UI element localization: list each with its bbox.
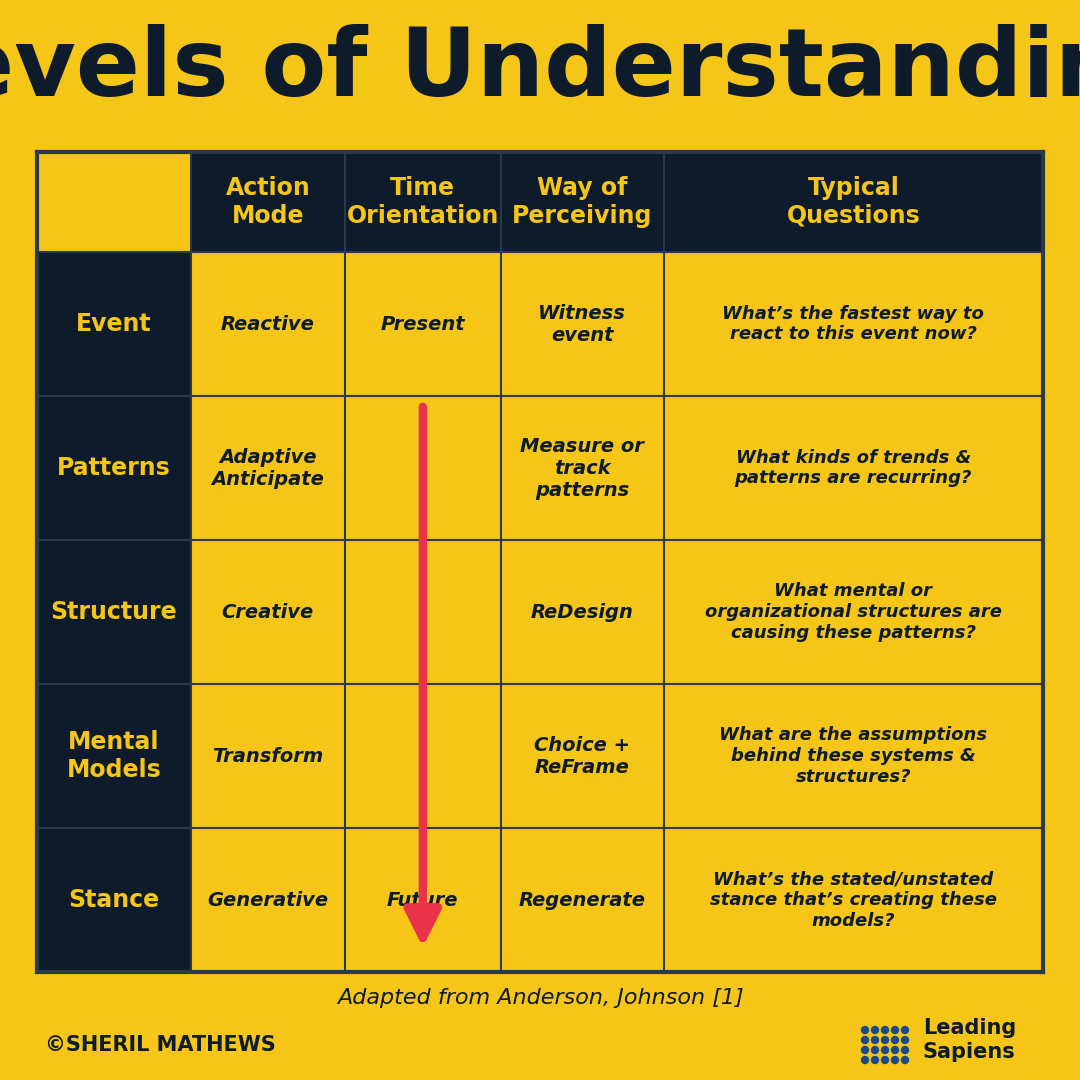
Bar <box>191 396 345 540</box>
Circle shape <box>891 1037 899 1043</box>
Circle shape <box>891 1056 899 1064</box>
Text: Mental
Models: Mental Models <box>67 730 161 782</box>
Bar <box>345 252 501 396</box>
Circle shape <box>902 1056 908 1064</box>
Bar <box>501 540 664 684</box>
Bar <box>501 396 664 540</box>
Text: Creative: Creative <box>221 603 314 621</box>
Bar <box>37 152 191 252</box>
Circle shape <box>881 1056 889 1064</box>
Text: Way of
Perceiving: Way of Perceiving <box>512 176 652 228</box>
Bar <box>191 684 345 828</box>
Text: Adapted from Anderson, Johnson [1]: Adapted from Anderson, Johnson [1] <box>337 988 743 1008</box>
Bar <box>345 540 501 684</box>
Text: Action
Mode: Action Mode <box>226 176 310 228</box>
Text: ReDesign: ReDesign <box>530 603 634 621</box>
Text: Future: Future <box>387 891 459 909</box>
Text: Choice +
ReFrame: Choice + ReFrame <box>535 735 631 777</box>
Text: Typical
Questions: Typical Questions <box>786 176 920 228</box>
Bar <box>664 684 1043 828</box>
Text: Present: Present <box>380 314 465 334</box>
Bar <box>345 684 501 828</box>
Text: Adaptive
Anticipate: Adaptive Anticipate <box>212 447 324 488</box>
Circle shape <box>902 1026 908 1034</box>
Circle shape <box>862 1047 868 1053</box>
Circle shape <box>862 1026 868 1034</box>
Bar <box>664 252 1043 396</box>
Bar <box>501 252 664 396</box>
Text: Time
Orientation: Time Orientation <box>347 176 499 228</box>
Text: Regenerate: Regenerate <box>518 891 646 909</box>
Circle shape <box>872 1056 878 1064</box>
Bar <box>191 828 345 972</box>
Text: Stance: Stance <box>68 888 160 912</box>
Text: Generative: Generative <box>207 891 328 909</box>
Circle shape <box>881 1047 889 1053</box>
Text: Reactive: Reactive <box>221 314 314 334</box>
Text: Witness
event: Witness event <box>538 303 626 345</box>
Text: Event: Event <box>77 312 152 336</box>
Circle shape <box>902 1037 908 1043</box>
Circle shape <box>862 1056 868 1064</box>
Text: Leading
Sapiens: Leading Sapiens <box>923 1018 1016 1062</box>
Text: Levels of Understanding: Levels of Understanding <box>0 24 1080 117</box>
Circle shape <box>902 1047 908 1053</box>
Circle shape <box>891 1047 899 1053</box>
Text: Measure or
track
patterns: Measure or track patterns <box>521 436 644 500</box>
Text: What mental or
organizational structures are
causing these patterns?: What mental or organizational structures… <box>705 582 1002 642</box>
Bar <box>664 396 1043 540</box>
Bar <box>191 540 345 684</box>
Circle shape <box>862 1037 868 1043</box>
Bar <box>664 540 1043 684</box>
Bar <box>345 396 501 540</box>
Text: Patterns: Patterns <box>57 456 171 480</box>
Text: Transform: Transform <box>213 746 324 766</box>
Text: What kinds of trends &
patterns are recurring?: What kinds of trends & patterns are recu… <box>734 448 972 487</box>
Bar <box>501 684 664 828</box>
Bar <box>37 152 1043 972</box>
Circle shape <box>872 1037 878 1043</box>
Text: Structure: Structure <box>51 600 177 624</box>
Text: What’s the fastest way to
react to this event now?: What’s the fastest way to react to this … <box>723 305 984 343</box>
Bar <box>664 828 1043 972</box>
Circle shape <box>872 1047 878 1053</box>
Circle shape <box>872 1026 878 1034</box>
Circle shape <box>891 1026 899 1034</box>
Bar <box>501 828 664 972</box>
Bar <box>191 252 345 396</box>
Text: What are the assumptions
behind these systems &
structures?: What are the assumptions behind these sy… <box>719 726 987 786</box>
Text: What’s the stated/unstated
stance that’s creating these
models?: What’s the stated/unstated stance that’s… <box>710 870 997 930</box>
Circle shape <box>881 1026 889 1034</box>
Bar <box>345 828 501 972</box>
Text: ©SHERIL MATHEWS: ©SHERIL MATHEWS <box>45 1035 275 1055</box>
Circle shape <box>881 1037 889 1043</box>
